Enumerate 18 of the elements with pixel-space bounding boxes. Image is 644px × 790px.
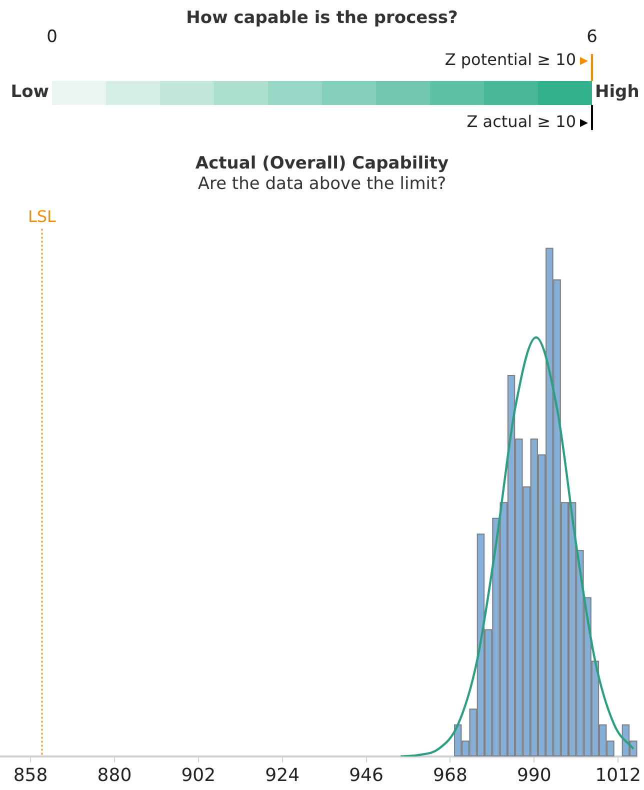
text: 6 — [586, 27, 598, 47]
text: 0 — [46, 27, 58, 47]
text: Z actual ≥ 10 — [466, 112, 576, 131]
x-tick-label: 1012 — [595, 764, 641, 786]
x-tick-label: 880 — [97, 764, 132, 786]
chart-subtitle: Are the data above the limit? — [198, 174, 446, 194]
text: High — [595, 82, 640, 102]
x-tick-label: 990 — [516, 764, 552, 786]
x-tick-label: 858 — [13, 764, 48, 786]
x-tick-label: 924 — [265, 764, 300, 786]
x-tick-label: 946 — [349, 764, 384, 786]
text: Z potential ≥ 10 — [444, 50, 576, 69]
text: Low — [10, 82, 49, 102]
ref-line-label: LSL — [28, 206, 56, 226]
text: How capable is the process? — [185, 8, 459, 28]
x-tick-label: 968 — [433, 764, 468, 786]
x-tick-label: 902 — [181, 764, 216, 786]
chart-title: Actual (Overall) Capability — [195, 154, 449, 174]
